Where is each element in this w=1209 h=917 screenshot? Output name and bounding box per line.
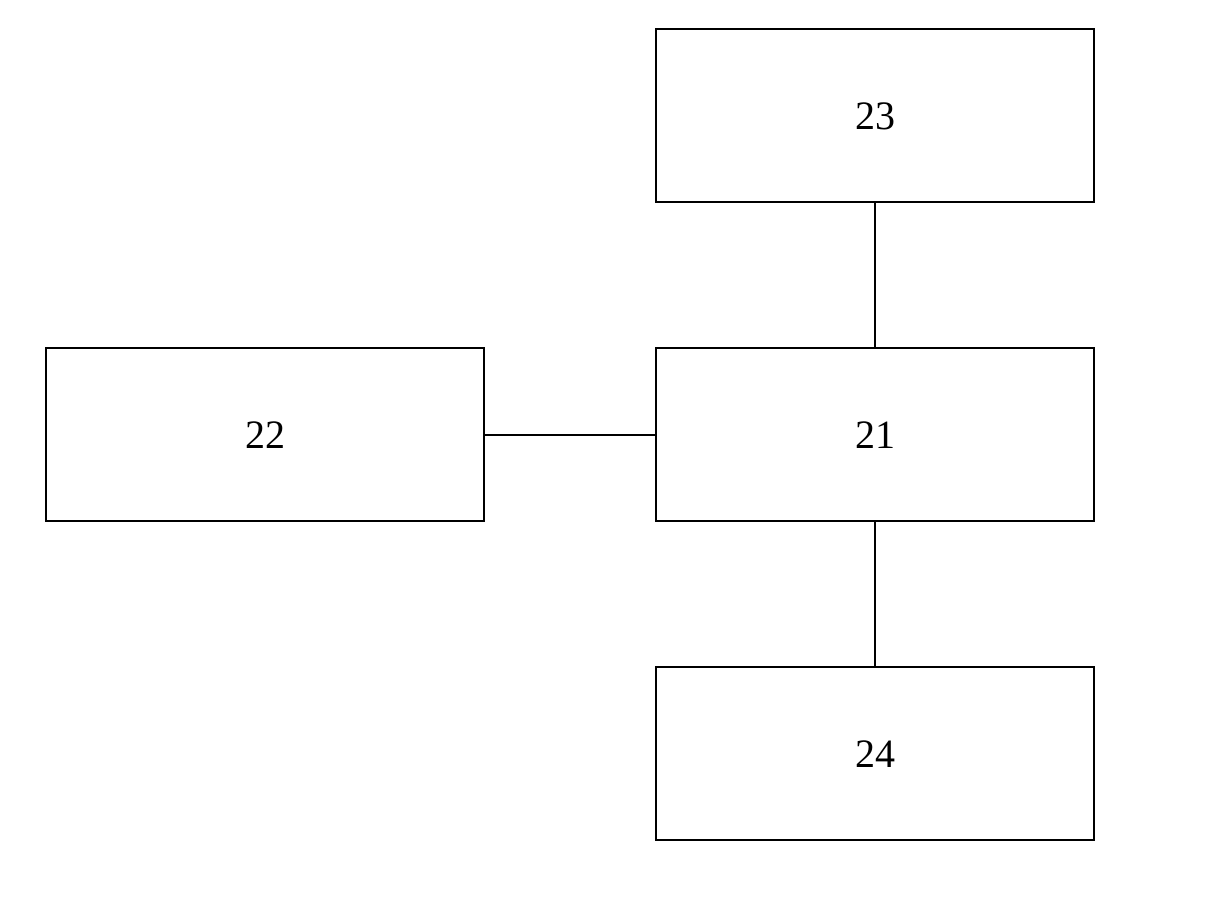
node-24: 24 xyxy=(655,666,1095,841)
node-22: 22 xyxy=(45,347,485,522)
node-21-label: 21 xyxy=(855,411,895,458)
node-23-label: 23 xyxy=(855,92,895,139)
node-22-label: 22 xyxy=(245,411,285,458)
node-23: 23 xyxy=(655,28,1095,203)
block-diagram: 23 22 21 24 xyxy=(0,0,1209,917)
edge-23-to-21 xyxy=(874,203,876,347)
edge-22-to-21 xyxy=(485,434,655,436)
edge-21-to-24 xyxy=(874,522,876,666)
node-21: 21 xyxy=(655,347,1095,522)
node-24-label: 24 xyxy=(855,730,895,777)
